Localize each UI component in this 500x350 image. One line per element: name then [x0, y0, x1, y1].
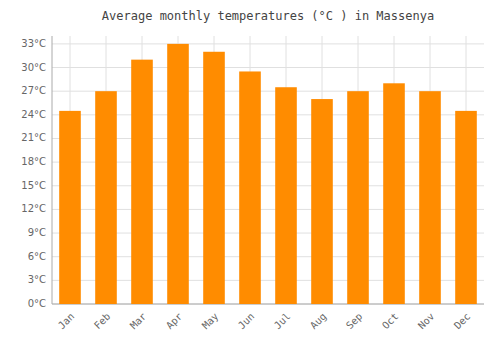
- bar: [59, 111, 81, 304]
- y-tick-label: 21°C: [21, 132, 46, 143]
- bar: [455, 111, 477, 304]
- y-tick-label: 24°C: [21, 109, 46, 120]
- bar: [167, 44, 189, 304]
- chart-container: 0°C 3°C 6°C 9°C 12°C 15°C 18°C 21°C 24°C 27°C 30°C…: [0, 0, 500, 350]
- y-tick-label: 15°C: [21, 180, 46, 191]
- title: Average monthly temperatures (°C ) in Ma…: [102, 9, 434, 23]
- y-tick-label: 9°C: [28, 227, 46, 238]
- bar: [203, 52, 225, 304]
- x-tick-label: Jul: [272, 311, 293, 332]
- x-tick-label: Nov: [416, 311, 437, 332]
- bar: [383, 83, 405, 304]
- x-tick-label: Sep: [344, 311, 365, 332]
- x-tick-label: Dec: [452, 311, 473, 332]
- bar: [311, 99, 333, 304]
- bars: [59, 44, 477, 304]
- chart: 0°C 3°C 6°C 9°C 12°C 15°C 18°C 21°C 24°C 27°C 30°C…: [0, 0, 500, 350]
- y-tick-label: 6°C: [28, 251, 46, 262]
- grid: [52, 36, 484, 304]
- x-tick-label: Oct: [380, 311, 401, 332]
- x-tick-label: Aug: [308, 311, 329, 332]
- y-tick-label: 30°C: [21, 62, 46, 73]
- bar: [347, 91, 369, 304]
- x-tick-label: Apr: [164, 311, 185, 332]
- bar: [131, 60, 153, 304]
- bar: [95, 91, 117, 304]
- x-tick-label: May: [200, 311, 221, 332]
- y-grid-line: [52, 67, 484, 68]
- y-tick-label: 18°C: [21, 156, 46, 167]
- x-tick-label: Jun: [236, 311, 257, 332]
- x-tick-label: Jan: [56, 311, 77, 332]
- y-grid-line: [52, 43, 484, 44]
- y-tick-label: 3°C: [28, 274, 46, 285]
- y-tick-label: 12°C: [21, 203, 46, 214]
- x-tick-label: Mar: [128, 311, 149, 332]
- bar: [419, 91, 441, 304]
- bar: [275, 87, 297, 304]
- x-tick-label: Feb: [92, 311, 113, 332]
- bar: [239, 71, 261, 304]
- y-tick-label: 0°C: [28, 298, 46, 309]
- axes: 0°C 3°C 6°C 9°C 12°C 15°C 18°C 21°C 24°C 27°C 30°C…: [21, 36, 484, 331]
- y-tick-label: 27°C: [21, 85, 46, 96]
- y-tick-label: 33°C: [21, 38, 46, 49]
- y-axis-line: [52, 36, 53, 304]
